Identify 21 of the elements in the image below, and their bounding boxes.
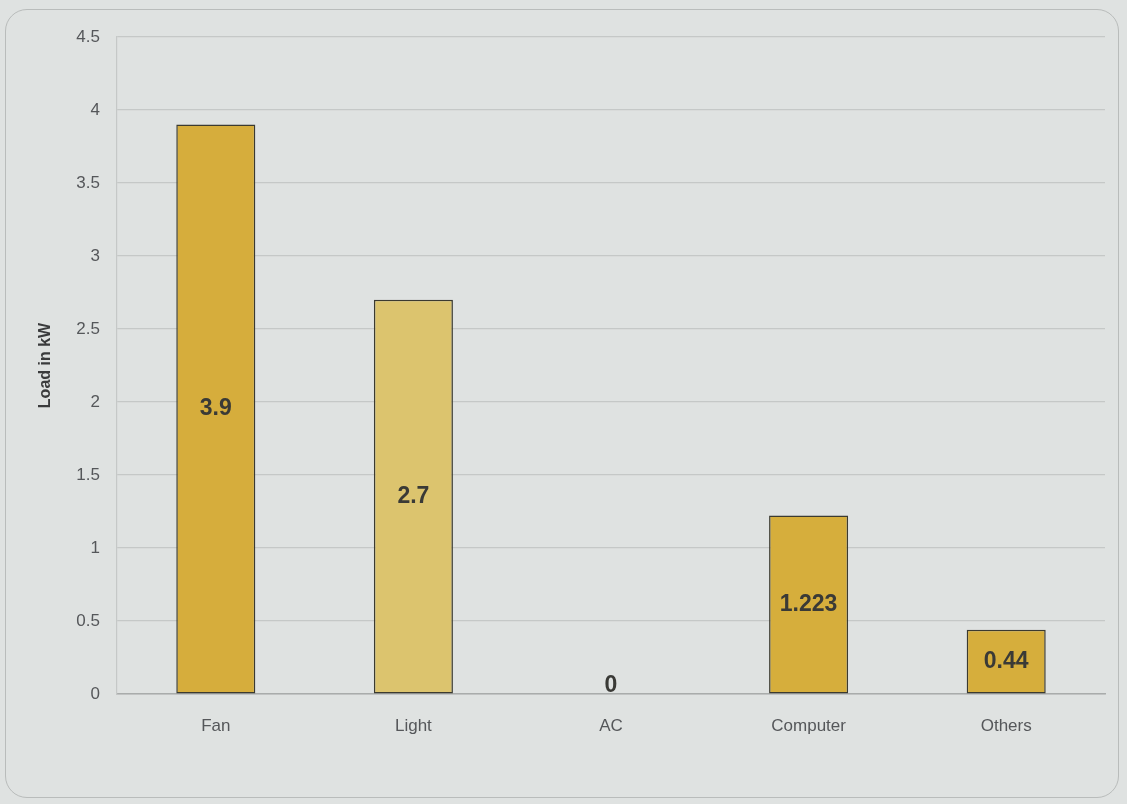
x-tick-label: Light (394, 715, 433, 735)
x-tick-label: Fan (201, 715, 231, 735)
y-tick-label: 0.5 (76, 610, 100, 630)
y-tick-label: 1.5 (76, 464, 100, 484)
x-tick-label: Others (980, 715, 1032, 735)
y-tick-label: 2.5 (76, 318, 100, 338)
data-label: 2.7 (397, 481, 430, 508)
data-label: 0.44 (983, 646, 1029, 673)
y-tick-label: 4.5 (76, 26, 100, 46)
y-tick-label: 3.5 (76, 172, 100, 192)
x-tick-label: Computer (771, 715, 847, 735)
y-tick-label: 3 (90, 245, 100, 265)
y-tick-label: 4 (90, 99, 100, 119)
y-axis-title: Load in kW (36, 321, 54, 409)
y-tick-label: 0 (90, 683, 100, 703)
y-tick-label: 1 (90, 537, 100, 557)
y-tick-label: 2 (90, 391, 100, 411)
data-label: 1.223 (779, 589, 838, 616)
data-label: 3.9 (199, 394, 232, 421)
x-tick-label: AC (599, 715, 623, 735)
data-label: 0 (604, 671, 618, 698)
